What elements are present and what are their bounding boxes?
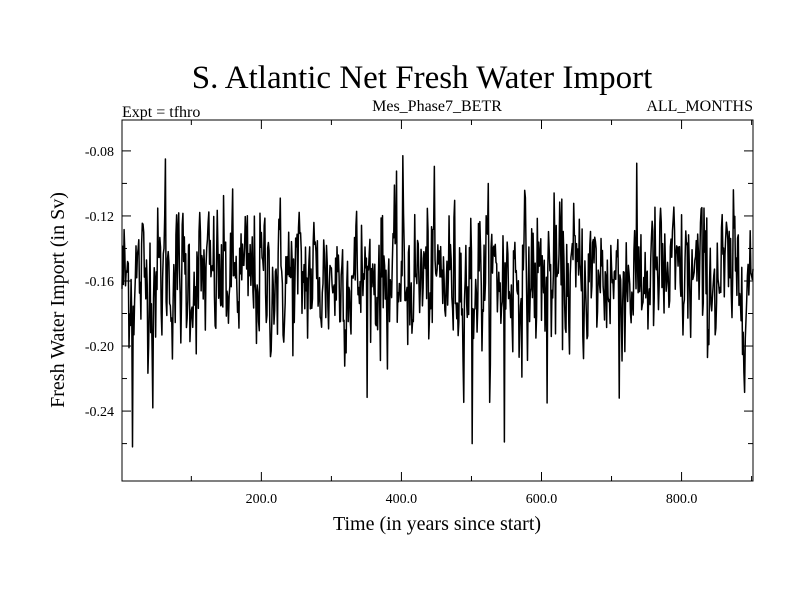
x-tick-label: 800.0 bbox=[666, 492, 698, 507]
x-tick-label: 400.0 bbox=[386, 492, 418, 507]
x-axis-label: Time (in years since start) bbox=[333, 513, 541, 535]
subtitle-experiment: Expt = tfhro bbox=[122, 104, 200, 121]
x-tick-label: 200.0 bbox=[246, 492, 278, 507]
plot-frame bbox=[121, 119, 754, 482]
subtitle-run: Mes_Phase7_BETR bbox=[372, 98, 502, 115]
y-tick-label: -0.24 bbox=[85, 405, 114, 420]
x-tick-label: 600.0 bbox=[526, 492, 558, 507]
subtitle-months: ALL_MONTHS bbox=[646, 98, 753, 115]
x-axis: 200.0 400.0 600.0 800.0 bbox=[190, 120, 753, 507]
y-tick-label: -0.12 bbox=[85, 210, 114, 225]
y-tick-label: -0.16 bbox=[85, 275, 114, 290]
chart-title: S. Atlantic Net Fresh Water Import bbox=[192, 60, 653, 96]
y-tick-label: -0.08 bbox=[85, 145, 114, 160]
series-line bbox=[121, 155, 754, 448]
y-axis-label: Fresh Water Import (in Sv) bbox=[47, 192, 69, 408]
y-tick-label: -0.20 bbox=[85, 340, 114, 355]
